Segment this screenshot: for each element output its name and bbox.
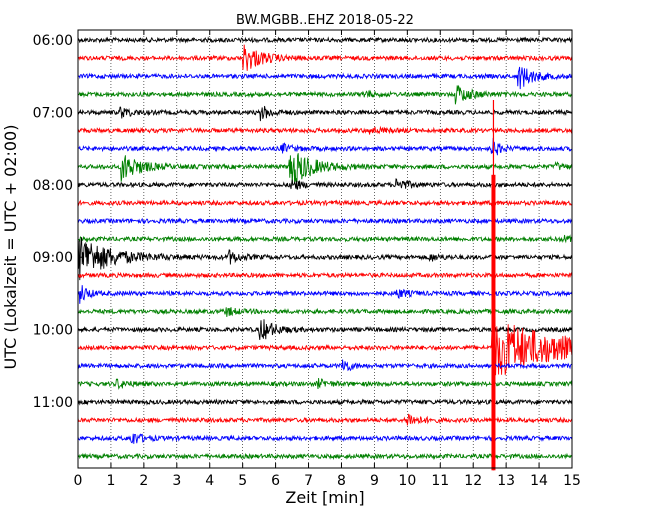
x-tick-label: 3 [172,473,181,489]
trace-0715 [77,125,573,135]
trace-0645 [77,84,573,105]
large-event [491,174,496,471]
trace-0915 [78,271,573,279]
y-tick-label: 08:00 [33,178,73,194]
y-axis-label: UTC (Lokalzeit = UTC + 02:00) [1,125,20,370]
x-tick-label: 4 [205,473,214,489]
x-tick-label: 0 [74,473,83,489]
axes-frame [77,29,573,469]
trace-1115 [77,413,573,426]
trace-0900 [77,237,573,281]
trace-0615 [77,44,573,71]
x-tick-label: 9 [370,473,379,489]
trace-1015 [77,317,573,376]
x-tick-label: 2 [139,473,148,489]
chart-title: BW.MGBB..EHZ 2018-05-22 [236,13,414,28]
trace-0745 [77,153,573,185]
plot-area: 0 1 2 3 4 5 6 7 8 9 10 11 12 13 14 1506:0007:0008:0009:… [33,29,581,489]
trace-1030 [77,359,572,372]
trace-1130 [77,433,573,444]
trace-0930 [77,285,573,304]
trace-1045 [77,377,573,390]
x-tick-label: 15 [563,473,581,489]
trace-0600 [77,36,573,44]
trace-1000 [77,319,573,340]
x-tick-label: 11 [431,473,449,489]
trace-0700 [77,105,573,122]
x-tick-label: 13 [497,473,515,489]
y-tick-label: 06:00 [33,33,73,49]
trace-0945 [77,307,573,317]
x-tick-label: 1 [106,473,115,489]
x-tick-label: 5 [238,473,247,489]
x-tick-label: 12 [464,473,482,489]
x-tick-label: 14 [530,473,548,489]
trace-0830 [77,217,573,225]
x-tick-label: 7 [304,473,313,489]
trace-0730 [77,137,573,156]
y-tick-label: 09:00 [33,250,73,266]
y-tick-label: 10:00 [33,323,73,339]
x-tick-label: 8 [337,473,346,489]
trace-0815 [77,199,572,207]
x-tick-label: 6 [271,473,280,489]
y-tick-label: 11:00 [33,395,73,411]
x-axis-label: Zeit [min] [285,488,364,507]
x-tick-label: 10 [398,473,416,489]
trace-0845 [78,234,573,244]
trace-1100 [77,398,573,406]
trace-1145 [77,452,572,461]
trace-0630 [77,66,573,90]
trace-0800 [77,178,573,190]
y-tick-label: 07:00 [33,105,73,121]
